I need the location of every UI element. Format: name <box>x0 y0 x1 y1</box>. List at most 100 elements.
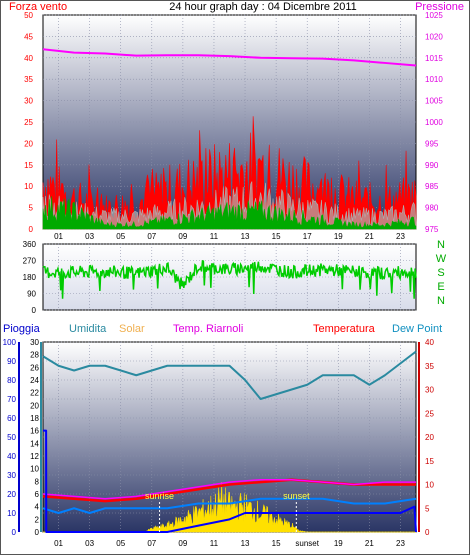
rain-tick-label: 50 <box>7 433 16 442</box>
weather-x-tick-label: 23 <box>396 539 405 548</box>
direction-tick-label: 270 <box>23 257 37 266</box>
pressure-tick-label: 1015 <box>425 54 443 63</box>
temperature-tick-label: 20 <box>425 433 434 442</box>
wind-x-tick-label: 15 <box>272 232 281 241</box>
wind-tick-label: 0 <box>29 225 34 234</box>
wind-x-tick-label: 19 <box>334 232 343 241</box>
wind-tick-label: 5 <box>29 204 34 213</box>
wind-x-tick-label: 13 <box>241 232 250 241</box>
rain-legend: Pioggia <box>3 323 41 335</box>
wind-x-tick-label: 17 <box>303 232 312 241</box>
dew-point-legend: Dew Point <box>392 323 442 335</box>
temperature-legend: Temperatura <box>313 323 376 335</box>
wind-x-tick-label: 23 <box>396 232 405 241</box>
humidity-tick-label: 22 <box>30 389 39 398</box>
wind-tick-label: 25 <box>24 118 33 127</box>
weather-x-tick-label: sunset <box>295 539 319 548</box>
pressure-series <box>42 48 417 67</box>
weather-x-tick-label: 03 <box>85 539 94 548</box>
humidity-tick-label: 26 <box>30 363 39 372</box>
temperature-tick-label: 40 <box>425 338 434 347</box>
pressure-axis-title: Pressione <box>415 1 464 13</box>
temperature-tick-label: 15 <box>425 457 434 466</box>
indoor-temp-legend: Temp. Riarnoli <box>173 323 243 335</box>
sunset-annotation: sunset <box>283 491 310 501</box>
wind-x-tick-label: 21 <box>365 232 374 241</box>
rain-tick-label: 70 <box>7 395 16 404</box>
humidity-tick-label: 14 <box>30 439 39 448</box>
axis-labels: 0510152025303540455097598098599099510001… <box>3 11 447 548</box>
wind-x-tick-label: 09 <box>178 232 187 241</box>
weather-x-tick-label: 21 <box>365 539 374 548</box>
pressure-tick-label: 995 <box>425 139 439 148</box>
rain-tick-label: 100 <box>3 338 17 347</box>
wind-tick-label: 45 <box>24 32 33 41</box>
wind-x-tick-label: 11 <box>210 232 219 241</box>
rain-tick-label: 60 <box>7 414 16 423</box>
rain-tick-label: 20 <box>7 490 16 499</box>
weather-x-tick-label: 01 <box>54 539 63 548</box>
humidity-tick-label: 6 <box>35 490 40 499</box>
direction-tick-label: 360 <box>23 240 37 249</box>
wind-x-tick-label: 07 <box>147 232 156 241</box>
rain-tick-label: 40 <box>7 452 16 461</box>
direction-tick-label: 180 <box>23 273 37 282</box>
humidity-tick-label: 28 <box>30 351 39 360</box>
wind-tick-label: 15 <box>24 161 33 170</box>
rain-tick-label: 80 <box>7 376 16 385</box>
wind-axis-title: Forza vento <box>9 1 67 13</box>
humidity-tick-label: 20 <box>30 401 39 410</box>
weather-x-tick-label: 13 <box>241 539 250 548</box>
rain-tick-label: 30 <box>7 471 16 480</box>
pressure-tick-label: 1000 <box>425 118 443 127</box>
compass-label: W <box>436 253 447 265</box>
humidity-tick-label: 16 <box>30 427 39 436</box>
pressure-tick-label: 980 <box>425 204 439 213</box>
solar-legend: Solar <box>119 323 145 335</box>
temperature-tick-label: 10 <box>425 481 434 490</box>
pressure-tick-label: 990 <box>425 161 439 170</box>
temperature-tick-label: 25 <box>425 409 434 418</box>
weather-x-tick-label: 07 <box>147 539 156 548</box>
pressure-tick-label: 1005 <box>425 97 443 106</box>
humidity-tick-label: 0 <box>35 528 40 537</box>
weather-x-tick-label: 09 <box>178 539 187 548</box>
direction-tick-label: 90 <box>27 290 36 299</box>
weather-x-tick-label: 05 <box>116 539 125 548</box>
compass-label: N <box>437 295 445 307</box>
wind-speed-series <box>42 196 417 230</box>
pressure-tick-label: 975 <box>425 225 439 234</box>
pressure-tick-label: 1010 <box>425 75 443 84</box>
rain-tick-label: 90 <box>7 357 16 366</box>
wind-direction-series <box>42 259 417 299</box>
rain-tick-label: 0 <box>12 528 17 537</box>
temperature-tick-label: 30 <box>425 386 434 395</box>
humidity-tick-label: 10 <box>30 465 39 474</box>
humidity-tick-label: 8 <box>35 477 40 486</box>
wind-x-tick-label: 01 <box>54 232 63 241</box>
weather-x-tick-label: 11 <box>210 539 219 548</box>
wind-tick-label: 30 <box>24 97 33 106</box>
rain-series <box>43 429 417 533</box>
humidity-tick-label: 30 <box>30 338 39 347</box>
series-layer <box>42 48 417 533</box>
humidity-series <box>42 350 417 400</box>
compass-label: S <box>437 267 444 279</box>
humidity-tick-label: 18 <box>30 414 39 423</box>
dew-point-series <box>42 497 417 514</box>
temperature-tick-label: 0 <box>425 528 430 537</box>
weather-x-tick-label: 15 <box>272 539 281 548</box>
humidity-legend: Umidita <box>69 323 107 335</box>
wind-tick-label: 35 <box>24 75 33 84</box>
compass-label: N <box>437 239 445 251</box>
sunrise-annotation: sunrise <box>145 491 174 501</box>
pressure-tick-label: 1025 <box>425 11 443 20</box>
humidity-tick-label: 12 <box>30 452 39 461</box>
wind-tick-label: 40 <box>24 54 33 63</box>
chart-title: 24 hour graph day : 04 Dicembre 2011 <box>169 1 357 13</box>
weather-x-tick-label: 19 <box>334 539 343 548</box>
wind-x-tick-label: 05 <box>116 232 125 241</box>
humidity-tick-label: 24 <box>30 376 39 385</box>
temperature-tick-label: 5 <box>425 504 430 513</box>
